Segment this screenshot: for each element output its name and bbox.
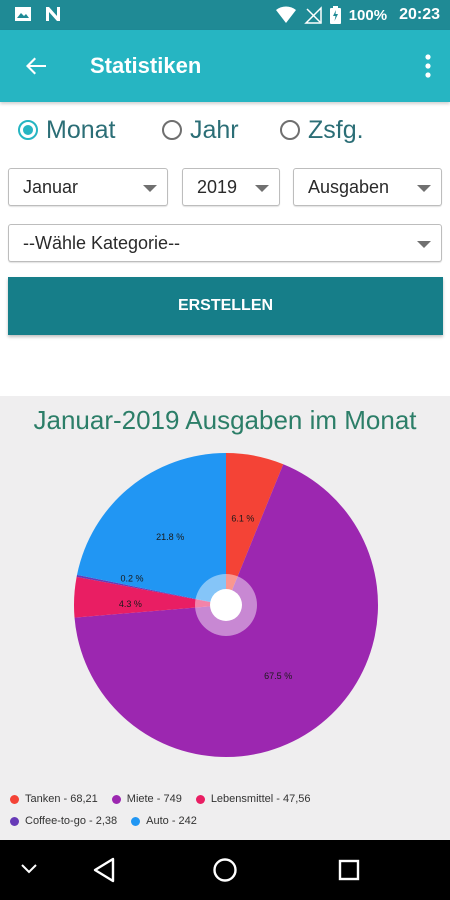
year-select[interactable]: 2019 xyxy=(182,168,280,206)
back-arrow-icon[interactable] xyxy=(22,52,50,80)
legend-item: Lebensmittel - 47,56 xyxy=(195,793,311,805)
create-button[interactable]: ERSTELLEN xyxy=(8,277,443,335)
legend-row: Tanken - 68,21 Miete - 749 Lebensmittel - … xyxy=(10,793,324,805)
dropdown-arrow-icon xyxy=(255,185,269,192)
pie-hole xyxy=(210,589,242,621)
radio-unchecked-icon xyxy=(280,120,300,140)
radio-unchecked-icon xyxy=(162,120,182,140)
dropdown-arrow-icon xyxy=(417,185,431,192)
recents-square-icon[interactable] xyxy=(338,859,360,881)
period-selector: Monat Jahr Zsfg. xyxy=(0,112,450,152)
pie-slice-lebensmittel[interactable] xyxy=(74,576,226,618)
legend-dot xyxy=(10,816,19,826)
legend-dot xyxy=(10,794,19,804)
pie-label-miete: 67.5 % xyxy=(264,671,292,681)
n-logo-icon xyxy=(46,7,60,21)
legend-dot xyxy=(195,794,205,804)
category-value: --Wähle Kategorie-- xyxy=(23,233,181,253)
back-triangle-icon[interactable] xyxy=(92,857,116,883)
legend-item: Miete - 749 xyxy=(111,793,182,805)
category-select[interactable]: --Wähle Kategorie-- xyxy=(8,224,442,262)
battery-level: 100% xyxy=(348,6,388,24)
radio-monat[interactable]: Monat xyxy=(18,112,115,148)
clock: 20:23 xyxy=(399,6,440,23)
legend-dot xyxy=(131,816,141,826)
legend-dot xyxy=(111,794,121,804)
month-value: Januar xyxy=(23,177,79,197)
radio-checked-icon xyxy=(18,120,38,140)
home-circle-icon[interactable] xyxy=(212,857,238,883)
year-value: 2019 xyxy=(197,177,238,197)
legend-label: Tanken - 68,21 xyxy=(25,793,98,805)
legend-row: Coffee-to-go - 2,38 Auto - 242 xyxy=(10,815,211,827)
legend-label: Miete - 749 xyxy=(126,793,182,805)
radio-label: Zsfg. xyxy=(308,115,364,144)
radio-jahr[interactable]: Jahr xyxy=(162,112,239,148)
radio-label: Monat xyxy=(46,115,116,144)
wifi-icon xyxy=(275,6,296,24)
type-select[interactable]: Ausgaben xyxy=(293,168,442,206)
radio-label: Jahr xyxy=(190,115,239,144)
radio-zsfg[interactable]: Zsfg. xyxy=(280,112,364,148)
pie-slice-auto[interactable] xyxy=(77,453,227,605)
more-vert-icon[interactable] xyxy=(424,52,432,80)
legend-item: Auto - 242 xyxy=(131,815,197,827)
chart-title: Januar-2019 Ausgaben im Monat xyxy=(33,405,417,435)
battery-icon xyxy=(329,6,341,24)
app-bar: Statistiken xyxy=(0,30,450,102)
dropdown-arrow-icon xyxy=(417,241,431,248)
type-value: Ausgaben xyxy=(308,177,390,197)
pie-slice-tanken[interactable] xyxy=(226,453,284,605)
legend-label: Auto - 242 xyxy=(146,815,197,827)
pie-label-auto: 21.8 % xyxy=(156,532,184,542)
legend-item: Tanken - 68,21 xyxy=(10,793,98,805)
pie-label-lebensmittel: 4.3 % xyxy=(119,599,142,609)
no-signal-icon xyxy=(303,6,322,24)
pie-label-coffee-to-go: 0.2 % xyxy=(121,574,144,584)
month-select[interactable]: Januar xyxy=(8,168,168,206)
navigation-bar xyxy=(0,840,450,900)
pie-label-tanken: 6.1 % xyxy=(231,513,254,523)
collapse-icon[interactable] xyxy=(20,862,38,876)
legend-label: Coffee-to-go - 2,38 xyxy=(25,815,118,827)
dropdown-arrow-icon xyxy=(143,185,157,192)
image-icon xyxy=(15,7,31,21)
legend-item: Coffee-to-go - 2,38 xyxy=(10,815,117,827)
pie-chart: 6.1 % 67.5 % 4.3 % 0.2 % 21.8 % xyxy=(74,453,379,757)
legend-label: Lebensmittel - 47,56 xyxy=(210,793,311,805)
pie-slice-coffee-to-go[interactable] xyxy=(76,574,226,605)
page-title: Statistiken xyxy=(90,53,202,78)
status-bar: 100% 20:23 xyxy=(0,0,450,30)
